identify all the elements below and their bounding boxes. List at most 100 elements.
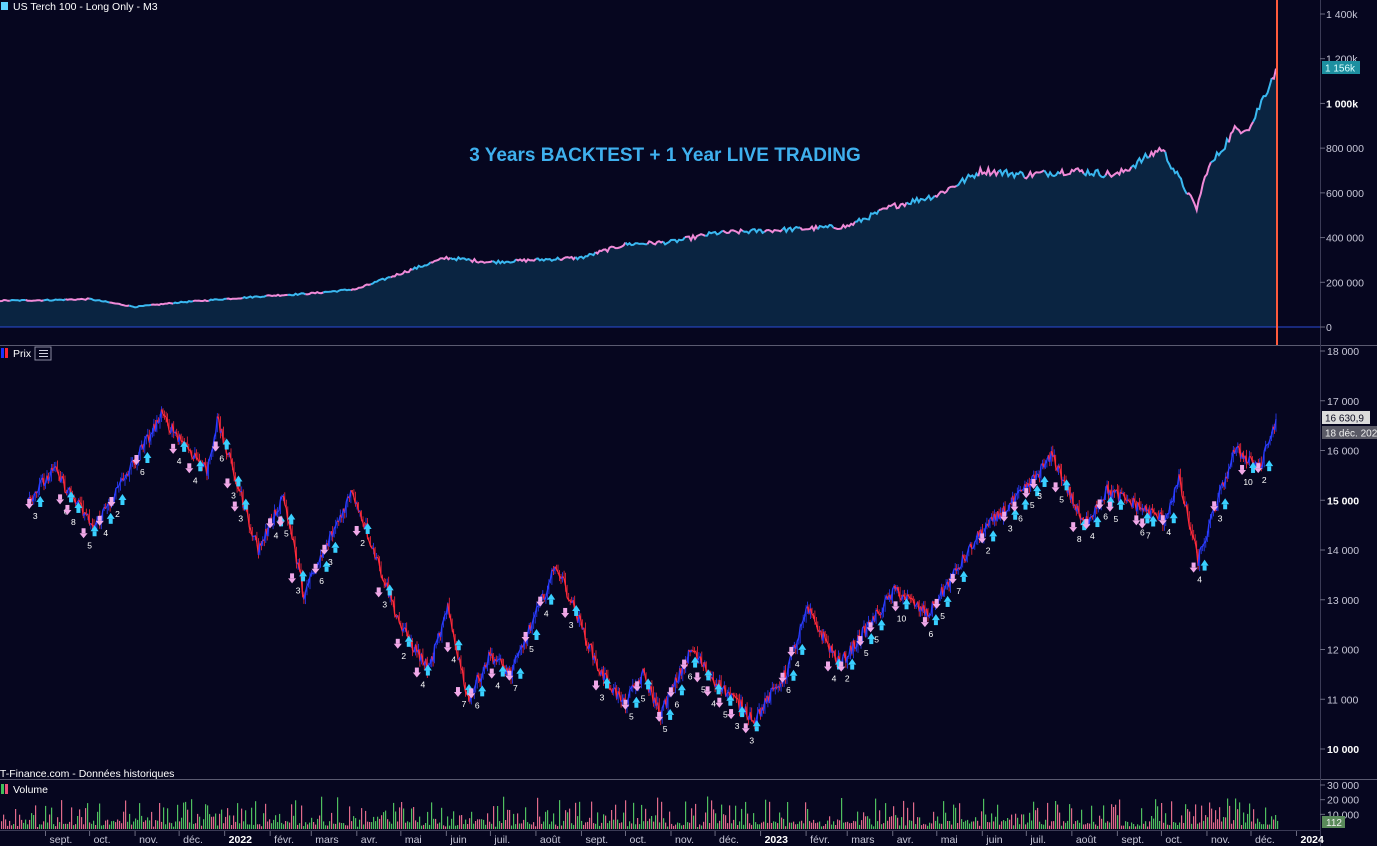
- buy-arrow-stem: [1064, 485, 1069, 491]
- volume-bar: [1023, 814, 1025, 829]
- volume-bar: [1143, 823, 1145, 829]
- sell-arrow-head: [393, 643, 402, 649]
- sell-arrow-icon: [469, 688, 474, 694]
- sell-arrow-head: [79, 533, 88, 539]
- volume-bar: [931, 823, 933, 829]
- volume-bar: [569, 808, 571, 829]
- signal-label: 6: [675, 699, 680, 709]
- buy-arrow-icon: [363, 522, 372, 529]
- volume-bar: [771, 823, 773, 829]
- time-axis-label: juil.: [1029, 834, 1046, 846]
- volume-bar: [413, 807, 415, 829]
- price-title[interactable]: Prix: [13, 348, 32, 360]
- volume-bar: [419, 816, 421, 829]
- sell-arrow-icon: [594, 680, 599, 686]
- volume-bar: [893, 806, 895, 829]
- volume-bar: [127, 821, 129, 829]
- volume-bar: [543, 821, 545, 829]
- sell-arrow-icon: [268, 518, 273, 524]
- signal-label: 7: [462, 699, 467, 709]
- volume-bar: [825, 824, 827, 829]
- buy-arrow-stem: [333, 547, 338, 553]
- volume-bar: [291, 804, 293, 829]
- volume-bar: [675, 824, 677, 829]
- volume-bar: [635, 824, 637, 829]
- volume-bar: [879, 810, 881, 829]
- equity-last-value: 1 156k: [1325, 64, 1356, 75]
- volume-bar: [855, 821, 857, 829]
- volume-bar: [795, 824, 797, 829]
- volume-bar: [513, 813, 515, 829]
- buy-arrow-icon: [726, 694, 735, 701]
- volume-bar: [485, 824, 487, 829]
- volume-bar: [573, 824, 575, 829]
- volume-bar: [135, 818, 137, 829]
- equity-axis-label: 200 000: [1326, 277, 1364, 289]
- buy-arrow-stem: [1202, 565, 1207, 571]
- volume-bar: [847, 821, 849, 829]
- buy-arrow-stem: [224, 444, 229, 450]
- volume-bar: [1169, 825, 1171, 829]
- price-last-date: 18 déc. 2023: [1325, 429, 1377, 440]
- volume-bar: [751, 824, 753, 829]
- equity-line-segment: [492, 258, 517, 265]
- signal-label: 10: [1243, 477, 1253, 487]
- volume-title[interactable]: Volume: [13, 784, 48, 796]
- buy-arrow-icon: [848, 658, 857, 665]
- volume-bar: [897, 817, 899, 829]
- buy-arrow-icon: [666, 708, 675, 715]
- volume-bar: [89, 822, 91, 829]
- time-axis-label: août: [1076, 834, 1097, 846]
- volume-bars: [1, 796, 1279, 829]
- sell-arrow-icon: [81, 528, 86, 534]
- volume-bar: [1255, 823, 1257, 829]
- volume-bar: [1083, 824, 1085, 829]
- equity-line-segment: [906, 193, 936, 206]
- volume-bar: [687, 822, 689, 829]
- sell-arrow-icon: [717, 697, 722, 703]
- volume-bar: [593, 823, 595, 829]
- signal-label: 3: [33, 511, 38, 521]
- volume-bar: [125, 800, 127, 829]
- volume-bar: [351, 821, 353, 829]
- volume-bar: [181, 817, 183, 829]
- buy-arrow-stem: [991, 536, 996, 542]
- buy-arrow-stem: [605, 683, 610, 689]
- signal-label: 5: [529, 644, 534, 654]
- volume-bar: [939, 823, 941, 829]
- volume-bar: [1109, 822, 1111, 829]
- volume-bar: [983, 798, 985, 829]
- volume-bar: [1047, 802, 1049, 829]
- buy-arrow-icon: [241, 498, 250, 505]
- sell-arrow-icon: [65, 504, 70, 510]
- volume-bar: [185, 801, 187, 829]
- volume-bar: [59, 822, 61, 829]
- sell-arrow-head: [1051, 487, 1060, 493]
- volume-bar: [239, 823, 241, 829]
- buy-arrow-stem: [480, 691, 485, 697]
- volume-legend-swatch-red: [5, 784, 8, 794]
- sell-arrow-head: [823, 666, 832, 672]
- time-axis-label: juin: [985, 834, 1003, 846]
- buy-arrow-icon: [106, 512, 115, 519]
- signal-label: 3: [328, 557, 333, 567]
- volume-bar: [1063, 821, 1065, 829]
- price-axis-label: 14 000: [1327, 545, 1359, 557]
- volume-bar: [171, 823, 173, 829]
- equity-title[interactable]: US Terch 100 - Long Only - M3: [13, 1, 158, 13]
- legend-list-button[interactable]: [34, 346, 52, 361]
- volume-bar: [459, 815, 461, 829]
- volume-bar: [339, 822, 341, 829]
- volume-bar: [381, 815, 383, 829]
- volume-bar: [483, 819, 485, 829]
- time-axis-label: mai: [405, 834, 422, 846]
- sell-arrow-icon: [1240, 464, 1245, 470]
- volume-bar: [233, 815, 235, 829]
- volume-bar: [1245, 822, 1247, 829]
- sell-arrow-icon: [414, 667, 419, 673]
- volume-bar: [457, 825, 459, 829]
- signal-label: 2: [1262, 475, 1267, 485]
- volume-bar: [199, 816, 201, 829]
- volume-bar: [1027, 822, 1029, 829]
- volume-bar: [57, 817, 59, 829]
